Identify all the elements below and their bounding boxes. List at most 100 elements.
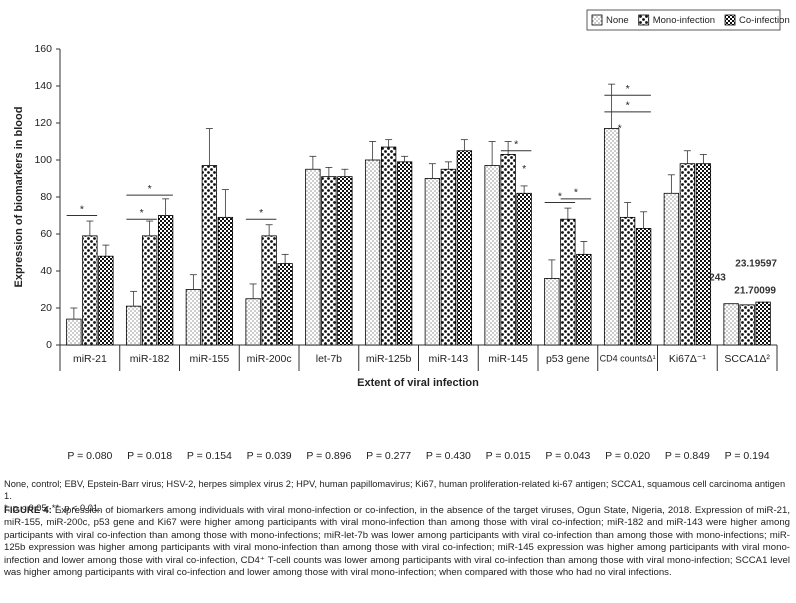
bar (663, 192, 680, 346)
error-bar (341, 168, 349, 177)
error-bar (580, 240, 588, 255)
bar (98, 255, 114, 346)
y-tick-label: 80 (40, 191, 52, 203)
footnote: *, p < 0.05; **, p < 0.01. (4, 503, 101, 513)
x-tick-label: let-7b (316, 353, 342, 365)
bar (157, 215, 174, 346)
p-value: P = 0.020 (605, 450, 650, 462)
y-axis-title: Expression of biomarkers in blood (13, 107, 25, 288)
bar (201, 165, 218, 346)
legend-swatch (591, 14, 603, 26)
x-tick-label: miR-125b (366, 353, 412, 365)
p-value: P = 0.849 (665, 450, 710, 462)
caption-label: FIGURE 4: (4, 505, 52, 516)
error-bar (520, 185, 528, 194)
significance-mark: * (259, 207, 263, 219)
bar (364, 159, 381, 346)
bar (739, 304, 755, 346)
legend-label: Mono-infection (653, 15, 715, 26)
error-bar (504, 141, 512, 155)
bar (321, 176, 337, 346)
x-tick-label: CD4 countsΔ¹ (600, 353, 656, 363)
p-value: P = 0.194 (725, 450, 770, 462)
significance-mark: * (626, 83, 630, 95)
bar (516, 192, 532, 346)
error-bar (162, 198, 170, 216)
y-tick-label: 160 (34, 43, 52, 55)
x-tick-label: miR-145 (488, 353, 528, 365)
significance-mark: * (574, 187, 578, 199)
significance-mark: * (522, 163, 526, 175)
bar (261, 235, 277, 346)
footnote: None, control; EBV, Epstein-Barr virus; … (4, 479, 786, 501)
bar (723, 303, 739, 346)
bar (66, 318, 82, 346)
caption-text: Expression of biomarkers among individua… (4, 505, 790, 579)
bar (576, 253, 592, 346)
x-tick-label: miR-21 (73, 353, 107, 365)
error-bar (624, 202, 632, 218)
bar (217, 216, 234, 346)
legend-label: None (606, 15, 629, 26)
error-bar (205, 128, 213, 166)
data-label: 23.19597 (735, 259, 777, 270)
bar (635, 228, 652, 346)
y-tick-label: 0 (46, 339, 52, 351)
error-bar (608, 83, 616, 129)
significance-mark: * (618, 122, 622, 134)
p-value: P = 0.015 (486, 450, 531, 462)
bar (380, 146, 397, 346)
significance-mark: * (626, 100, 630, 112)
bar (560, 218, 576, 346)
p-value: P = 0.277 (366, 450, 411, 462)
error-bar (460, 139, 468, 151)
y-tick-label: 140 (34, 80, 52, 92)
error-bar (102, 244, 110, 257)
y-tick-label: 100 (34, 154, 52, 166)
error-bar (265, 224, 273, 236)
p-value: P = 0.154 (187, 450, 232, 462)
bar (619, 216, 636, 346)
legend-swatch (724, 14, 736, 26)
legend-label: Co-infection (739, 15, 790, 26)
significance-mark: * (140, 207, 144, 219)
bar (141, 235, 158, 346)
error-bar (146, 220, 154, 236)
error-bar (309, 155, 317, 170)
bar (305, 168, 321, 346)
x-axis-title: Extent of viral infection (357, 377, 479, 389)
p-value: P = 0.080 (67, 450, 112, 462)
error-bar (325, 166, 333, 177)
bar (484, 165, 500, 346)
error-bar (667, 174, 675, 194)
bar (277, 263, 293, 346)
x-tick-label: miR-182 (130, 353, 170, 365)
error-bar (221, 189, 229, 218)
x-tick-label: miR-143 (429, 353, 469, 365)
y-tick-label: 60 (40, 228, 52, 240)
p-value: P = 0.430 (426, 450, 471, 462)
error-bar (189, 274, 197, 290)
y-tick-label: 20 (40, 302, 52, 314)
data-label: 21.70099 (734, 285, 776, 296)
error-bar (564, 207, 572, 220)
bar (396, 161, 413, 346)
x-tick-label: p53 gene (546, 353, 590, 365)
legend: None Mono-infection Co-infection (586, 9, 790, 31)
significance-mark: * (514, 139, 518, 151)
p-value: P = 0.039 (247, 450, 292, 462)
bar (125, 305, 142, 346)
bar (185, 289, 202, 346)
bar (544, 277, 560, 346)
legend-swatch (638, 14, 650, 26)
bar (755, 301, 771, 346)
error-bar (640, 211, 648, 229)
p-value: P = 0.018 (127, 450, 172, 462)
x-tick-label: Ki67Δ⁻¹ (669, 353, 707, 365)
bar (456, 150, 473, 346)
error-bar (699, 154, 707, 164)
error-bar (548, 259, 556, 279)
bar (440, 168, 457, 346)
x-tick-label: miR-200c (247, 353, 292, 365)
